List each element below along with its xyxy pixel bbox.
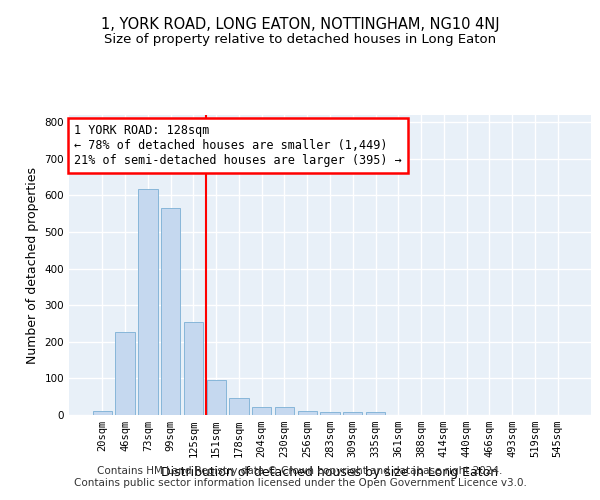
Bar bbox=[320, 412, 340, 415]
Bar bbox=[275, 407, 294, 415]
Text: Size of property relative to detached houses in Long Eaton: Size of property relative to detached ho… bbox=[104, 32, 496, 46]
Bar bbox=[115, 332, 135, 415]
Bar bbox=[343, 412, 362, 415]
Text: 1, YORK ROAD, LONG EATON, NOTTINGHAM, NG10 4NJ: 1, YORK ROAD, LONG EATON, NOTTINGHAM, NG… bbox=[101, 18, 499, 32]
Y-axis label: Number of detached properties: Number of detached properties bbox=[26, 166, 39, 364]
Text: 1 YORK ROAD: 128sqm
← 78% of detached houses are smaller (1,449)
21% of semi-det: 1 YORK ROAD: 128sqm ← 78% of detached ho… bbox=[74, 124, 402, 167]
Bar bbox=[298, 412, 317, 415]
Bar bbox=[161, 208, 181, 415]
Bar bbox=[366, 412, 385, 415]
Bar bbox=[229, 398, 248, 415]
Text: Contains HM Land Registry data © Crown copyright and database right 2024.
Contai: Contains HM Land Registry data © Crown c… bbox=[74, 466, 526, 487]
Bar bbox=[93, 412, 112, 415]
X-axis label: Distribution of detached houses by size in Long Eaton: Distribution of detached houses by size … bbox=[161, 466, 499, 478]
Bar bbox=[138, 189, 158, 415]
Bar bbox=[184, 322, 203, 415]
Bar bbox=[206, 380, 226, 415]
Bar bbox=[252, 407, 271, 415]
